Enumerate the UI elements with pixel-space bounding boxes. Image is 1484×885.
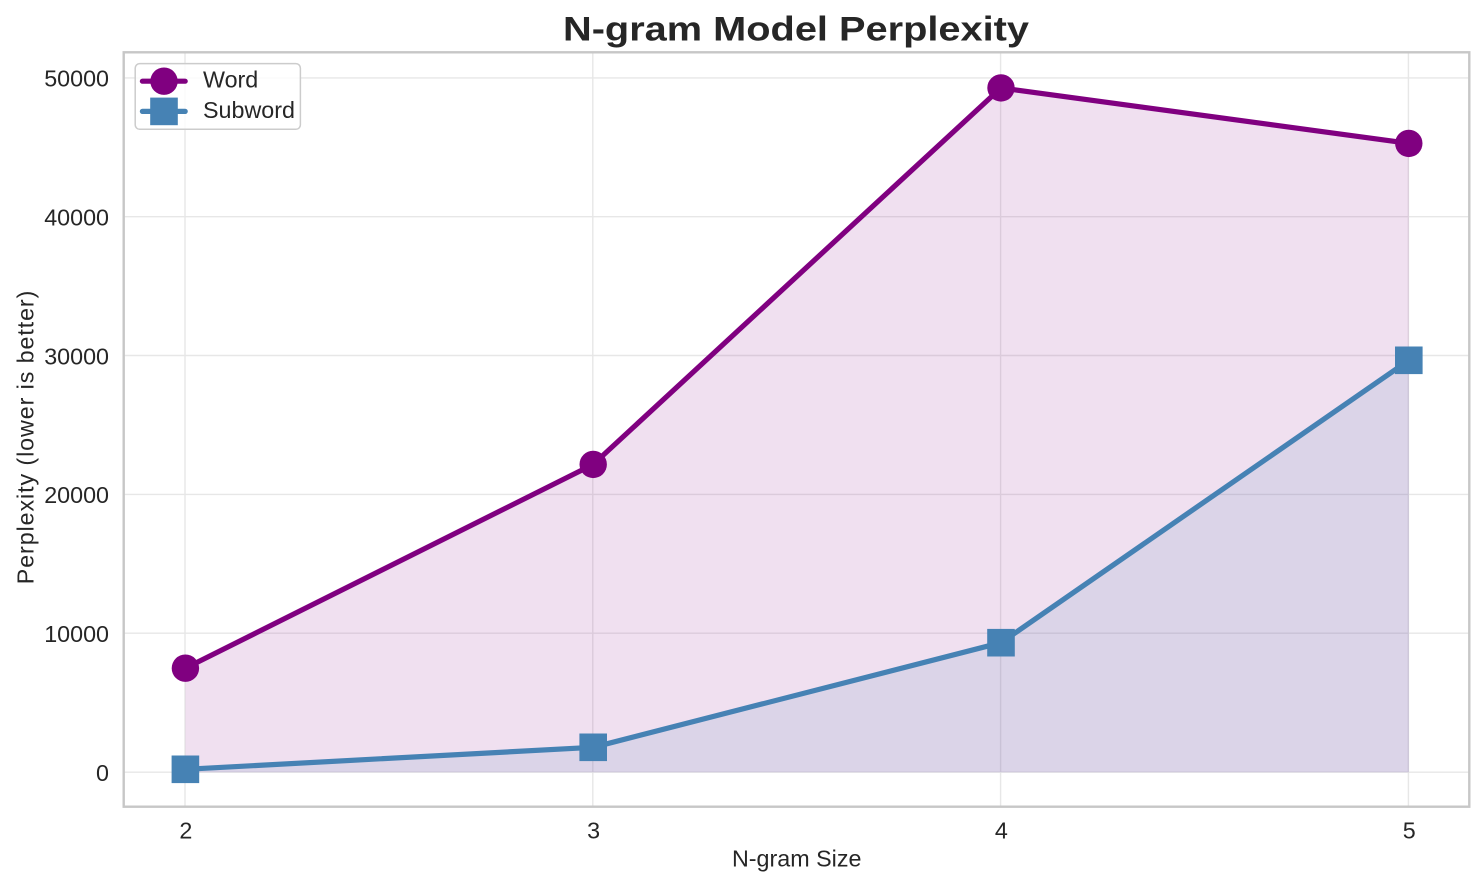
svg-text:0: 0 [96, 760, 109, 786]
svg-text:Perplexity (lower is better): Perplexity (lower is better) [13, 290, 39, 585]
svg-text:2: 2 [179, 818, 192, 844]
svg-text:N-gram Size: N-gram Size [732, 845, 861, 871]
svg-text:Subword: Subword [203, 97, 295, 123]
svg-text:N-gram Model Perplexity: N-gram Model Perplexity [563, 11, 1029, 49]
svg-text:3: 3 [587, 818, 600, 844]
svg-text:Word: Word [203, 67, 258, 93]
svg-text:20000: 20000 [44, 482, 109, 508]
svg-text:40000: 40000 [44, 205, 109, 231]
svg-text:5: 5 [1403, 818, 1416, 844]
svg-text:4: 4 [995, 818, 1008, 844]
svg-text:10000: 10000 [44, 621, 109, 647]
svg-text:30000: 30000 [44, 343, 109, 369]
svg-text:50000: 50000 [44, 66, 109, 92]
